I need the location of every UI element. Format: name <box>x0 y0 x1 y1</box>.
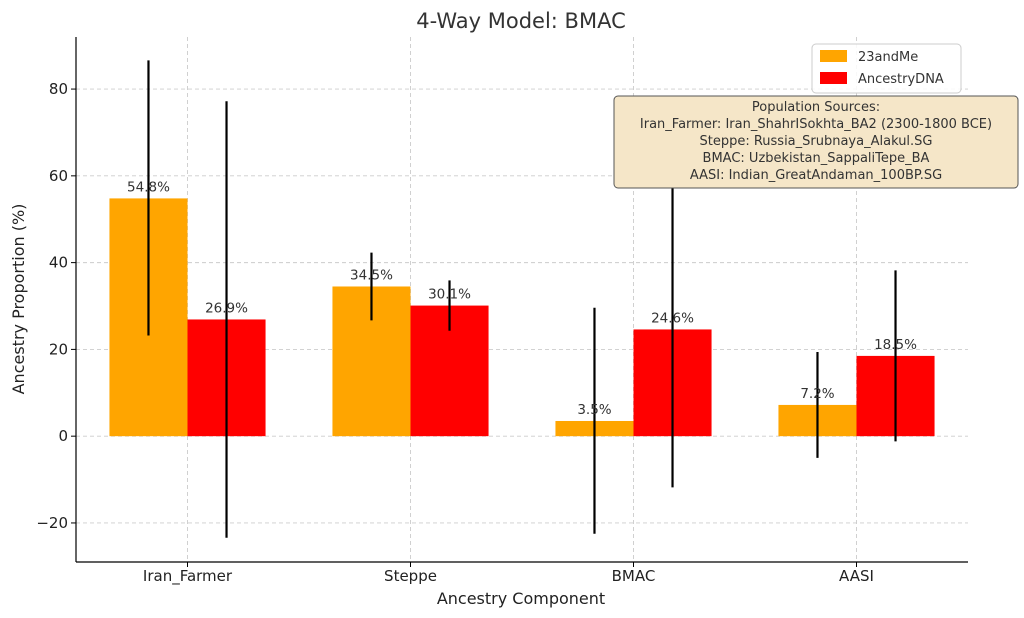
note-line: Steppe: Russia_Srubnaya_Alakul.SG <box>699 134 932 149</box>
data-label: 24.6% <box>651 310 694 326</box>
y-tick-label: −20 <box>36 514 68 532</box>
data-label: 54.8% <box>127 179 170 195</box>
data-label: 30.1% <box>428 287 471 303</box>
legend: 23andMe AncestryDNA <box>811 43 962 94</box>
y-tick-label: 40 <box>49 254 68 272</box>
legend-label-ancestrydna: AncestryDNA <box>858 72 944 87</box>
data-label: 26.9% <box>205 300 248 316</box>
x-axis-label: Ancestry Component <box>437 589 605 608</box>
error-bars <box>147 60 897 538</box>
legend-label-23andme: 23andMe <box>858 50 918 65</box>
x-tick-label: Iran_Farmer <box>143 567 233 586</box>
y-tick-label: 80 <box>49 80 68 98</box>
legend-swatch-23andme <box>820 50 847 62</box>
note-box <box>613 95 1019 189</box>
legend-box <box>811 43 962 94</box>
y-tick-label: 60 <box>49 167 68 185</box>
axes: −20 0 20 40 60 80 Iran_Farmer Steppe BMAC AASI <box>36 37 968 586</box>
y-tick-label: 0 <box>58 427 68 445</box>
legend-swatch-ancestrydna <box>820 72 847 84</box>
x-tick-label: AASI <box>839 567 874 585</box>
chart-title: 4-Way Model: BMAC <box>416 9 625 33</box>
population-sources-note: Population Sources: Iran_Farmer: Iran_Sh… <box>613 95 1019 189</box>
y-axis-label: Ancestry Proportion (%) <box>9 204 28 395</box>
data-label: 18.5% <box>874 337 917 353</box>
note-line: Population Sources: <box>752 100 880 115</box>
data-label: 34.5% <box>350 267 393 283</box>
data-labels: 54.8% 34.5% 3.5% 7.2% 26.9% 30.1% 24.6% 18.5% <box>127 179 917 418</box>
y-tick-label: 20 <box>49 340 68 358</box>
x-tick-label: Steppe <box>384 567 437 585</box>
data-label: 3.5% <box>577 402 611 418</box>
x-tick-label: BMAC <box>612 567 656 585</box>
data-label: 7.2% <box>800 386 834 402</box>
note-line: Iran_Farmer: Iran_ShahrISokhta_BA2 (2300… <box>640 117 992 132</box>
note-line: BMAC: Uzbekistan_SappaliTepe_BA <box>703 151 930 166</box>
note-line: AASI: Indian_GreatAndaman_100BP.SG <box>690 168 942 183</box>
